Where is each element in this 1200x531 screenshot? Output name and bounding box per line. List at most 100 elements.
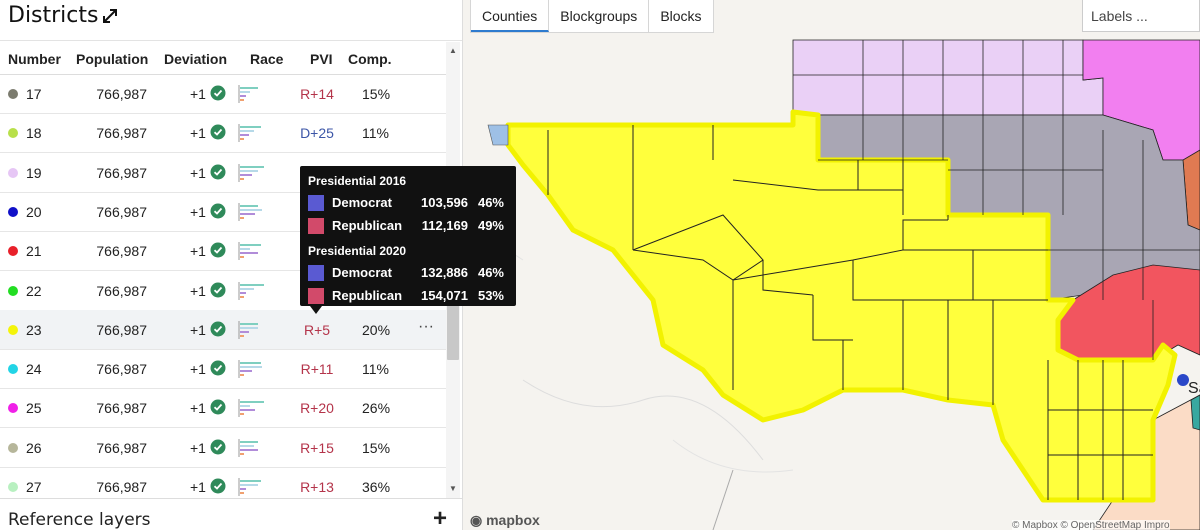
table-row[interactable]: 26 766,987 +1 R+15 15%	[0, 428, 446, 468]
row-more-menu-button[interactable]: ···	[418, 317, 434, 335]
district-population: 766,987	[96, 439, 147, 456]
party-name: Republican	[332, 218, 403, 233]
road-line	[712, 469, 734, 530]
district-map[interactable]: Sa	[463, 0, 1200, 530]
column-deviation[interactable]: Deviation	[164, 51, 228, 67]
district-number: 24	[26, 361, 42, 378]
reference-layers-section[interactable]: Reference layers +	[0, 498, 462, 530]
district-population: 766,987	[96, 86, 147, 102]
check-circle-icon	[210, 478, 226, 494]
district-color-dot	[8, 324, 18, 335]
district-population: 766,987	[96, 164, 147, 181]
check-circle-icon	[210, 164, 226, 180]
district-pvi: R+20	[300, 400, 334, 417]
expand-arrows-icon[interactable]	[100, 6, 120, 26]
party-name: Republican	[332, 288, 403, 303]
tooltip-arrow	[310, 306, 322, 314]
scroll-down-icon[interactable]: ▼	[449, 484, 457, 493]
tab-counties[interactable]: Counties	[471, 0, 550, 32]
race-bar-icon	[238, 85, 258, 103]
district-competitiveness: 36%	[362, 479, 391, 495]
race-bar-icon	[238, 438, 258, 457]
column-comp[interactable]: Comp.	[348, 51, 392, 67]
district-population: 766,987	[96, 479, 147, 495]
district-deviation: +1	[190, 321, 206, 338]
race-bar-icon	[238, 202, 262, 221]
table-row[interactable]: 18 766,987 +1 D+25 11%	[0, 113, 446, 154]
district-deviation: +1	[190, 203, 206, 220]
scroll-thumb[interactable]	[447, 290, 459, 360]
race-bar-icon	[238, 360, 262, 379]
district-number: 18	[26, 125, 42, 142]
table-row[interactable]: 25 766,987 +1 R+20 26%	[0, 388, 446, 429]
district-number: 21	[26, 243, 42, 260]
column-number[interactable]: Number	[8, 51, 61, 67]
column-population[interactable]: Population	[76, 51, 149, 67]
district-color-dot	[8, 89, 18, 99]
map-canvas[interactable]: Sa	[463, 0, 1200, 530]
city-marker	[1177, 374, 1189, 386]
party-swatch	[308, 218, 324, 234]
scroll-up-icon[interactable]: ▲	[449, 46, 457, 55]
district-23-area	[505, 109, 1178, 503]
table-row[interactable]: 24 766,987 +1 R+11 11%	[0, 349, 446, 390]
district-deviation: +1	[190, 164, 206, 181]
column-pvi[interactable]: PVI	[310, 51, 333, 67]
district-color-dot	[8, 364, 18, 375]
map-tabs: Counties Blockgroups Blocks	[470, 0, 714, 33]
tooltip-heading: Presidential 2016	[308, 174, 407, 188]
district-population: 766,987	[96, 361, 147, 378]
tab-blocks[interactable]: Blocks	[660, 8, 702, 24]
district-color-dot	[8, 442, 18, 453]
party-swatch	[308, 265, 324, 281]
party-percent: 46%	[477, 265, 504, 280]
district-population: 766,987	[96, 125, 147, 142]
table-row[interactable]: 20 766,987 +1	[0, 192, 446, 232]
district-deviation: +1	[190, 243, 206, 260]
panel-title: Districts	[8, 3, 99, 28]
district-population: 766,987	[96, 282, 147, 299]
district-population: 766,987	[96, 203, 147, 220]
district-color-dot	[8, 167, 18, 178]
table-row[interactable]: 21 766,987 +1	[0, 231, 446, 272]
check-circle-icon	[210, 242, 226, 258]
district-competitiveness: 15%	[362, 86, 391, 102]
district-competitiveness: 20%	[362, 321, 391, 338]
add-layer-button[interactable]: +	[433, 505, 448, 530]
party-percent: 53%	[477, 288, 504, 303]
party-votes: 103,596	[421, 195, 468, 210]
tab-blockgroups[interactable]: Blockgroups	[549, 0, 650, 32]
race-bar-icon	[238, 478, 261, 496]
check-circle-icon	[210, 85, 226, 101]
column-race[interactable]: Race	[250, 51, 284, 67]
district-number: 20	[26, 203, 42, 220]
district-deviation: +1	[190, 439, 206, 456]
labels-select-value: Labels ...	[1091, 8, 1148, 24]
water-area	[487, 124, 509, 146]
check-circle-icon	[210, 439, 226, 455]
party-votes: 112,169	[421, 218, 468, 233]
table-row[interactable]: 23 766,987 +1 R+5 20% ···	[0, 309, 446, 350]
county-borders	[547, 125, 1153, 500]
district-pvi: D+25	[300, 125, 334, 142]
terrain-line	[522, 379, 764, 461]
district-pvi: R+11	[300, 361, 334, 378]
district-number: 27	[26, 479, 42, 495]
district-number: 22	[26, 282, 42, 299]
race-bar-icon	[238, 399, 264, 418]
city-label: Sa	[1188, 380, 1200, 397]
party-votes: 154,071	[421, 288, 468, 303]
party-votes: 132,886	[421, 265, 468, 280]
table-row[interactable]: 19 766,987 +1	[0, 153, 446, 193]
map-attribution[interactable]: © Mapbox © OpenStreetMap Impro	[1012, 520, 1170, 531]
table-row[interactable]: 17 766,987 +1 R+14 15%	[0, 74, 446, 114]
table-row[interactable]: 27 766,987 +1 R+13 36%	[0, 467, 446, 498]
district-rows: 17 766,987 +1 R+14 15% 18 766,987 +1	[0, 74, 446, 498]
tooltip-heading: Presidential 2020	[308, 244, 407, 258]
labels-select[interactable]: Labels ...	[1082, 0, 1200, 32]
party-percent: 49%	[477, 218, 504, 233]
table-header: Number Population Deviation Race PVI Com…	[0, 42, 446, 75]
district-deviation: +1	[190, 479, 206, 495]
district-19-area	[792, 39, 1104, 116]
district-number: 26	[26, 439, 42, 456]
